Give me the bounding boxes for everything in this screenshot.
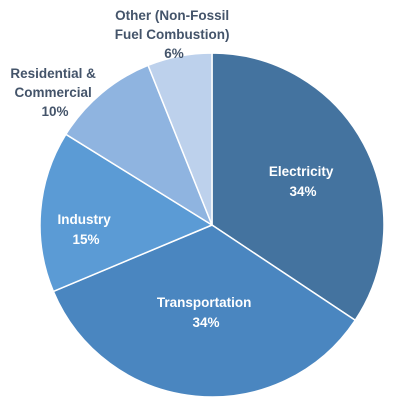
pie-slice-industry [39, 133, 214, 293]
label-line-2: Fuel Combustion) [115, 27, 230, 42]
slice-label-industry: Industry 15% [57, 212, 114, 247]
label-line-2: Commercial [14, 85, 91, 100]
pie-slice-residential-commercial [64, 64, 214, 227]
slice-label-other: Other (Non-Fossil Fuel Combustion) 6% [115, 8, 234, 61]
label-line-1: Other (Non-Fossil [115, 8, 229, 23]
pie-slices [39, 52, 385, 398]
pie-slice-other-non-fossil-fuel-combustion [147, 52, 213, 226]
slice-label-transportation: Transportation 34% [157, 295, 255, 330]
label-line-1: Residential & [10, 66, 96, 81]
slice-label-residential-commercial: Residential & Commercial 10% [10, 66, 99, 119]
pie-labels: Electricity 34% Transportation 34% Indus… [10, 8, 337, 330]
slice-label-electricity: Electricity 34% [269, 164, 337, 199]
pie-slice-transportation [52, 224, 357, 398]
